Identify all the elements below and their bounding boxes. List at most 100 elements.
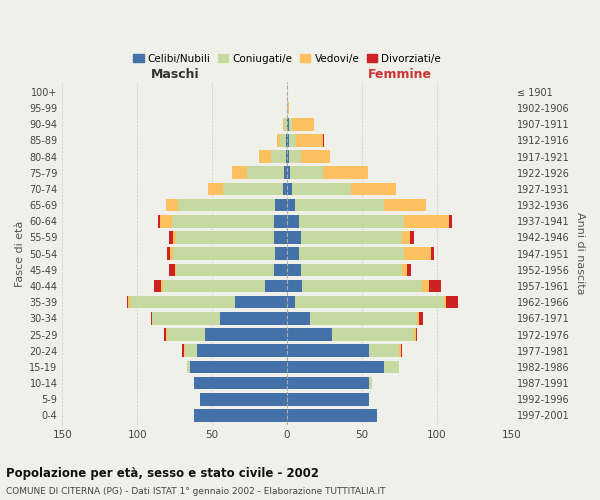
Bar [277, 134, 280, 146]
Bar [289, 150, 301, 163]
Bar [287, 182, 292, 195]
Bar [422, 280, 430, 292]
Bar [287, 199, 295, 211]
Bar [284, 118, 287, 130]
Bar [130, 296, 235, 308]
Y-axis label: Anni di nascita: Anni di nascita [575, 212, 585, 295]
Bar [352, 182, 397, 195]
Bar [283, 182, 287, 195]
Bar [286, 134, 287, 146]
Bar [287, 344, 370, 357]
Bar [286, 150, 287, 163]
Bar [302, 280, 422, 292]
Bar [404, 215, 449, 228]
Bar [301, 150, 331, 163]
Bar [323, 134, 325, 146]
Bar [445, 296, 446, 308]
Bar [170, 248, 173, 260]
Bar [299, 215, 404, 228]
Bar [169, 231, 173, 244]
Bar [151, 312, 152, 324]
Y-axis label: Fasce di età: Fasce di età [15, 220, 25, 287]
Bar [431, 248, 434, 260]
Bar [430, 280, 442, 292]
Bar [173, 248, 275, 260]
Bar [175, 264, 176, 276]
Bar [197, 344, 287, 357]
Bar [287, 393, 370, 406]
Bar [247, 166, 284, 179]
Bar [287, 248, 299, 260]
Bar [410, 231, 415, 244]
Bar [274, 231, 287, 244]
Bar [190, 360, 287, 373]
Bar [152, 312, 220, 324]
Bar [163, 280, 265, 292]
Bar [173, 231, 176, 244]
Bar [176, 264, 274, 276]
Bar [290, 166, 323, 179]
Bar [292, 182, 352, 195]
Bar [292, 118, 314, 130]
Bar [401, 344, 403, 357]
Bar [164, 328, 166, 341]
Bar [127, 296, 128, 308]
Bar [280, 134, 286, 146]
Bar [275, 248, 287, 260]
Bar [167, 248, 170, 260]
Bar [265, 280, 287, 292]
Bar [185, 344, 197, 357]
Bar [299, 248, 404, 260]
Bar [235, 296, 287, 308]
Text: Femmine: Femmine [367, 68, 431, 80]
Bar [407, 264, 412, 276]
Bar [232, 166, 247, 179]
Text: Popolazione per età, sesso e stato civile - 2002: Popolazione per età, sesso e stato civil… [6, 468, 319, 480]
Bar [287, 150, 289, 163]
Bar [385, 199, 427, 211]
Text: COMUNE DI CITERNA (PG) - Dati ISTAT 1° gennaio 2002 - Elaborazione TUTTITALIA.IT: COMUNE DI CITERNA (PG) - Dati ISTAT 1° g… [6, 488, 386, 496]
Bar [289, 134, 296, 146]
Bar [287, 328, 332, 341]
Bar [208, 182, 223, 195]
Bar [178, 199, 275, 211]
Bar [167, 328, 205, 341]
Bar [283, 118, 284, 130]
Bar [370, 344, 400, 357]
Bar [403, 231, 410, 244]
Bar [287, 166, 290, 179]
Bar [172, 215, 274, 228]
Bar [415, 328, 416, 341]
Bar [419, 312, 424, 324]
Bar [271, 150, 286, 163]
Bar [295, 296, 445, 308]
Bar [287, 102, 289, 114]
Bar [128, 296, 130, 308]
Bar [275, 199, 287, 211]
Legend: Celibi/Nubili, Coniugati/e, Vedovi/e, Divorziati/e: Celibi/Nubili, Coniugati/e, Vedovi/e, Di… [129, 50, 445, 68]
Bar [301, 264, 403, 276]
Bar [287, 409, 377, 422]
Bar [184, 344, 185, 357]
Bar [301, 231, 403, 244]
Bar [287, 312, 310, 324]
Bar [370, 377, 373, 390]
Bar [161, 280, 163, 292]
Bar [166, 199, 178, 211]
Bar [323, 166, 368, 179]
Bar [205, 328, 287, 341]
Bar [160, 215, 172, 228]
Bar [287, 134, 289, 146]
Bar [187, 360, 190, 373]
Bar [182, 344, 184, 357]
Bar [446, 296, 458, 308]
Bar [287, 360, 385, 373]
Bar [169, 264, 175, 276]
Bar [289, 118, 292, 130]
Bar [287, 215, 299, 228]
Bar [200, 393, 287, 406]
Bar [416, 328, 418, 341]
Text: Maschi: Maschi [151, 68, 199, 80]
Bar [194, 409, 287, 422]
Bar [284, 166, 287, 179]
